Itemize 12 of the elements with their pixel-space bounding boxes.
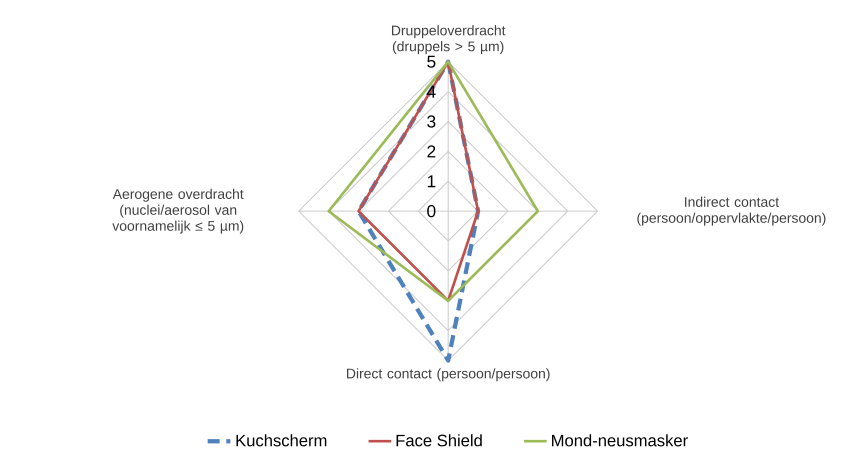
spoke-label: Direct contact (persoon/persoon) <box>347 368 550 382</box>
spoke-label: Aerogene overdracht (nuclei/aerosol van voornamelijk ≤ 5 µm) <box>112 188 244 234</box>
legend-label: Face Shield <box>396 434 482 446</box>
legend-label: Mond-neusmasker <box>552 434 688 446</box>
spoke-label: Indirect contact (persoon/oppervlakte/persoon) <box>637 196 826 226</box>
y-tick-label: 1 <box>428 175 436 188</box>
legend-label: Kuchscherm <box>236 434 326 446</box>
y-tick-label: 0 <box>427 204 436 218</box>
spoke-label: Druppeloverdracht (druppels > 5 µm) <box>392 25 506 54</box>
y-tick-label: 3 <box>427 115 436 128</box>
y-tick-label: 5 <box>427 56 436 68</box>
y-tick-label: 2 <box>427 145 436 158</box>
